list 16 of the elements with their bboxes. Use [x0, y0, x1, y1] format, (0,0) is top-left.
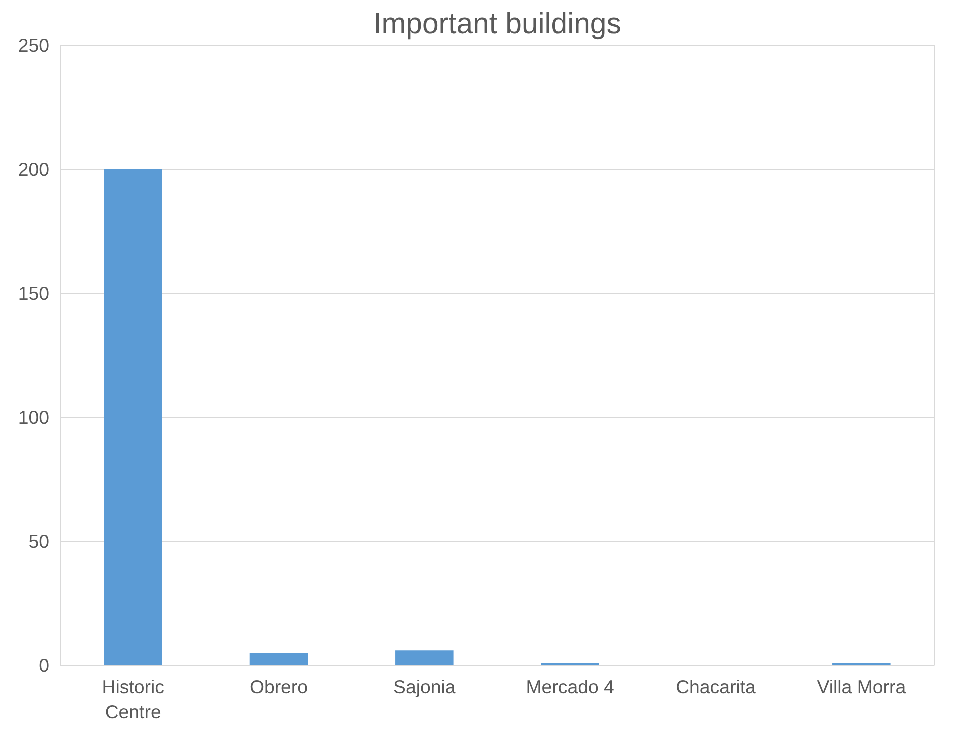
bar: [104, 170, 162, 666]
y-tick-label: 200: [18, 159, 50, 180]
bar: [396, 650, 454, 666]
x-tick-label: Obrero: [250, 676, 308, 698]
y-tick-label: 0: [39, 655, 50, 676]
bar: [250, 653, 308, 666]
y-tick-label: 150: [18, 283, 50, 304]
x-tick-label: Chacarita: [676, 676, 757, 698]
y-tick-label: 250: [18, 35, 50, 56]
y-tick-label: 100: [18, 407, 50, 428]
x-tick-label: Sajonia: [394, 676, 456, 698]
chart-title: Important buildings: [374, 8, 622, 40]
x-tick-label: Historic Centre: [102, 676, 164, 723]
x-tick-label: Villa Morra: [817, 676, 907, 698]
y-tick-label: 50: [28, 531, 50, 552]
x-tick-label: Mercado 4: [526, 676, 614, 698]
